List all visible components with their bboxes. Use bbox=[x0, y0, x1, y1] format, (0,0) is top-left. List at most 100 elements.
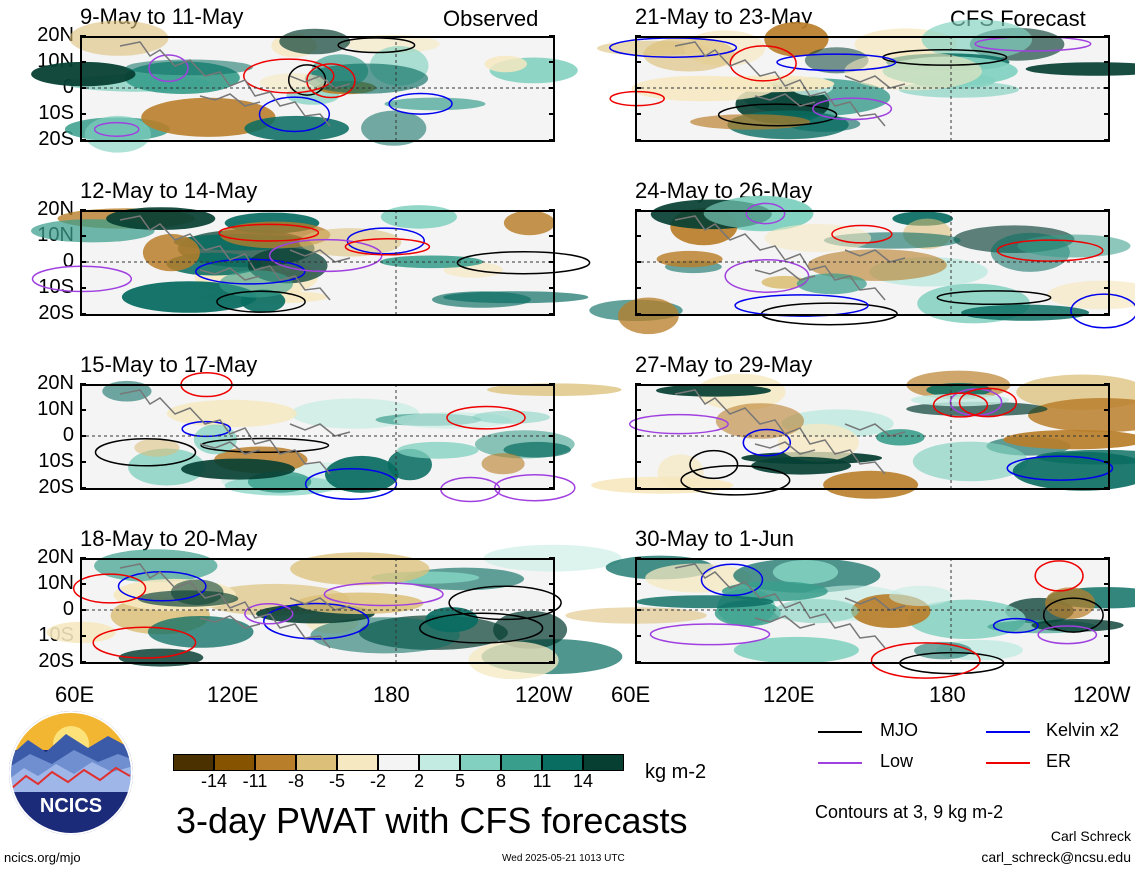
anomaly-patch bbox=[844, 51, 982, 91]
anomaly-patch bbox=[823, 470, 919, 499]
contour-er bbox=[870, 642, 981, 679]
anomaly-patch bbox=[147, 616, 254, 648]
colorbar-tick-label: -2 bbox=[369, 771, 386, 791]
lat-label: 20S bbox=[38, 650, 74, 672]
contour-er bbox=[1034, 560, 1084, 592]
map-panel bbox=[31, 205, 591, 316]
anomaly-patch bbox=[31, 61, 136, 87]
anomaly-patch bbox=[304, 63, 429, 94]
contour-mjo bbox=[456, 250, 591, 275]
contour-kelvin bbox=[388, 92, 453, 115]
legend-swatch-kelvin bbox=[986, 731, 1030, 733]
anomaly-patch bbox=[796, 273, 867, 295]
anomaly-patch bbox=[961, 304, 1090, 321]
anomaly-patch bbox=[889, 585, 953, 606]
lon-label-120e-right: 120E bbox=[763, 682, 815, 707]
panel-title: 18-May to 20-May bbox=[80, 526, 258, 551]
anomaly-patch bbox=[656, 384, 771, 397]
anomaly-patch bbox=[926, 383, 992, 397]
contour-er bbox=[996, 239, 1104, 262]
anomaly-patch bbox=[751, 456, 852, 475]
contour-mjo bbox=[216, 290, 306, 313]
anomaly-patch bbox=[380, 205, 457, 229]
anomaly-patch bbox=[503, 210, 555, 236]
anomaly-patch bbox=[1025, 62, 1135, 76]
contour-low bbox=[244, 603, 294, 625]
chart-title: 3-day PWAT with CFS forecasts bbox=[176, 800, 688, 841]
coastline bbox=[119, 389, 351, 475]
anomaly-patch bbox=[134, 438, 180, 457]
coastline bbox=[674, 215, 906, 301]
legend-label-mjo: MJO bbox=[880, 720, 918, 740]
anomaly-patch bbox=[259, 73, 329, 92]
coastline bbox=[119, 215, 351, 301]
coastline bbox=[674, 389, 906, 475]
lat-label: 20S bbox=[38, 128, 74, 150]
lat-label: 20N bbox=[37, 372, 74, 394]
anomaly-patch bbox=[384, 97, 486, 111]
anomaly-patch bbox=[244, 115, 349, 142]
map-panel bbox=[80, 371, 622, 503]
author-name: Carl Schreck bbox=[1050, 828, 1131, 844]
anomaly-patch bbox=[708, 75, 835, 93]
timestamp: Wed 2025-05-21 1013 UTC bbox=[502, 853, 625, 864]
lat-label: 0 bbox=[62, 598, 74, 620]
anomaly-patch bbox=[193, 424, 237, 455]
contour-er bbox=[609, 90, 665, 107]
anomaly-patch bbox=[643, 37, 735, 72]
contour-er bbox=[218, 223, 320, 242]
colorbar-swatch bbox=[296, 754, 337, 771]
anomaly-patch bbox=[657, 454, 704, 491]
anomaly-patch bbox=[344, 34, 440, 54]
site-link[interactable]: ncics.org/mjo bbox=[4, 850, 81, 865]
map-panel bbox=[597, 19, 1135, 142]
anomaly-patch bbox=[125, 59, 253, 76]
anomaly-patch bbox=[361, 110, 427, 146]
colorbar-swatch bbox=[460, 754, 501, 771]
contour-er bbox=[243, 58, 335, 94]
ncics-logo: NCICS bbox=[9, 711, 133, 835]
colorbar-swatch bbox=[378, 754, 419, 771]
lat-label: 10S bbox=[38, 276, 74, 298]
contour-er bbox=[344, 238, 431, 256]
contour-low bbox=[628, 413, 729, 435]
colorbar-tick-label: 5 bbox=[454, 771, 465, 791]
colorbar-tick-label: 14 bbox=[572, 771, 594, 791]
colorbar-tick-label: -5 bbox=[328, 771, 345, 791]
colorbar-swatch bbox=[255, 754, 296, 771]
anomaly-patch bbox=[128, 448, 206, 486]
map-panel bbox=[46, 544, 623, 680]
lon-label-180-right: 180 bbox=[929, 682, 966, 707]
anomaly-patch bbox=[290, 552, 430, 586]
contour-kelvin bbox=[117, 571, 207, 602]
anomaly-patch bbox=[380, 255, 484, 269]
anomaly-patch bbox=[656, 250, 723, 268]
anomaly-patch bbox=[397, 441, 479, 459]
anomaly-patch bbox=[876, 429, 925, 446]
anomaly-patch bbox=[636, 595, 774, 609]
map-panel bbox=[589, 195, 1135, 335]
colorbar-swatch bbox=[419, 754, 460, 771]
anomaly-patch bbox=[310, 617, 460, 654]
panel-title: 12-May to 14-May bbox=[80, 178, 258, 203]
lat-label: 20N bbox=[37, 24, 74, 46]
contour-mjo bbox=[936, 290, 1052, 306]
legend-label-kelvin: Kelvin x2 bbox=[1046, 720, 1120, 740]
lat-label: 10S bbox=[38, 102, 74, 124]
author-email[interactable]: carl_schreck@ncsu.edu bbox=[981, 849, 1131, 865]
colorbar-tick-label: 8 bbox=[495, 771, 506, 791]
lat-label: 0 bbox=[62, 250, 74, 272]
lat-label: 10N bbox=[37, 572, 74, 594]
lon-label-60e-left: 60E bbox=[55, 682, 95, 707]
anomaly-patch bbox=[807, 249, 947, 281]
anomaly-patch bbox=[170, 579, 224, 605]
coastline bbox=[674, 563, 906, 649]
lat-label: 0 bbox=[62, 76, 74, 98]
lon-label-60e-right: 60E bbox=[611, 682, 651, 707]
contour-kelvin bbox=[776, 53, 897, 72]
contour-low bbox=[649, 623, 771, 646]
contour-mjo bbox=[689, 449, 739, 480]
contour-er bbox=[932, 392, 989, 418]
contour-kelvin bbox=[992, 617, 1039, 634]
coastline bbox=[119, 563, 351, 649]
